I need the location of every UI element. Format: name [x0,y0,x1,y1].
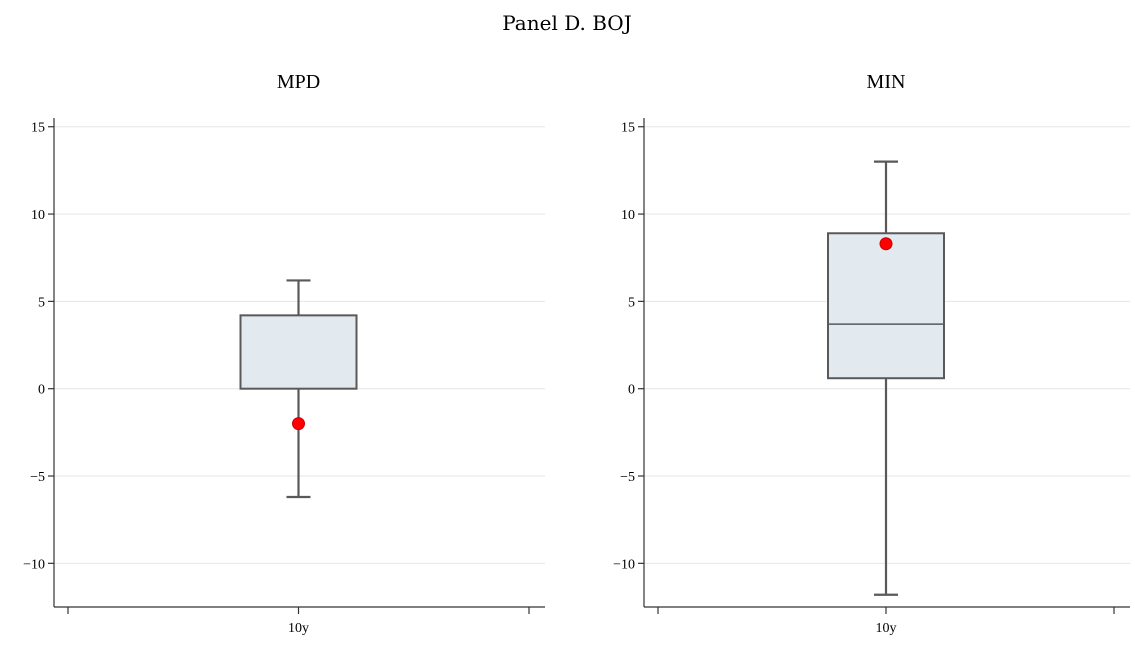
y-tick-label: 10 [621,208,635,223]
y-tick-label: 10 [31,208,45,223]
y-tick-label: 0 [628,383,635,398]
y-tick-label: −5 [620,470,635,485]
red-point-marker [879,237,893,251]
chart-title: MIN [867,71,906,93]
y-tick-label: 5 [38,295,45,310]
y-tick-label: 5 [628,295,635,310]
y-tick-label: −10 [23,557,45,572]
y-tick-label: 15 [621,121,635,136]
red-point-marker [292,417,305,431]
figure-title: Panel D. BOJ [502,11,631,35]
iqr-box [239,314,358,390]
y-tick-label: −5 [30,470,45,485]
chart-min: MIN −10 −5 0 5 10 15 10y [613,71,1130,636]
x-tick-label: 10y [876,621,897,636]
y-tick-label: −10 [613,557,635,572]
x-tick-label: 10y [288,621,309,636]
chart-title: MPD [277,71,320,93]
iqr-box [827,232,945,380]
y-tick-label: 15 [31,121,45,136]
y-tick-label: 0 [38,383,45,398]
chart-mpd: MPD −10 −5 0 5 10 15 10y [23,71,545,636]
